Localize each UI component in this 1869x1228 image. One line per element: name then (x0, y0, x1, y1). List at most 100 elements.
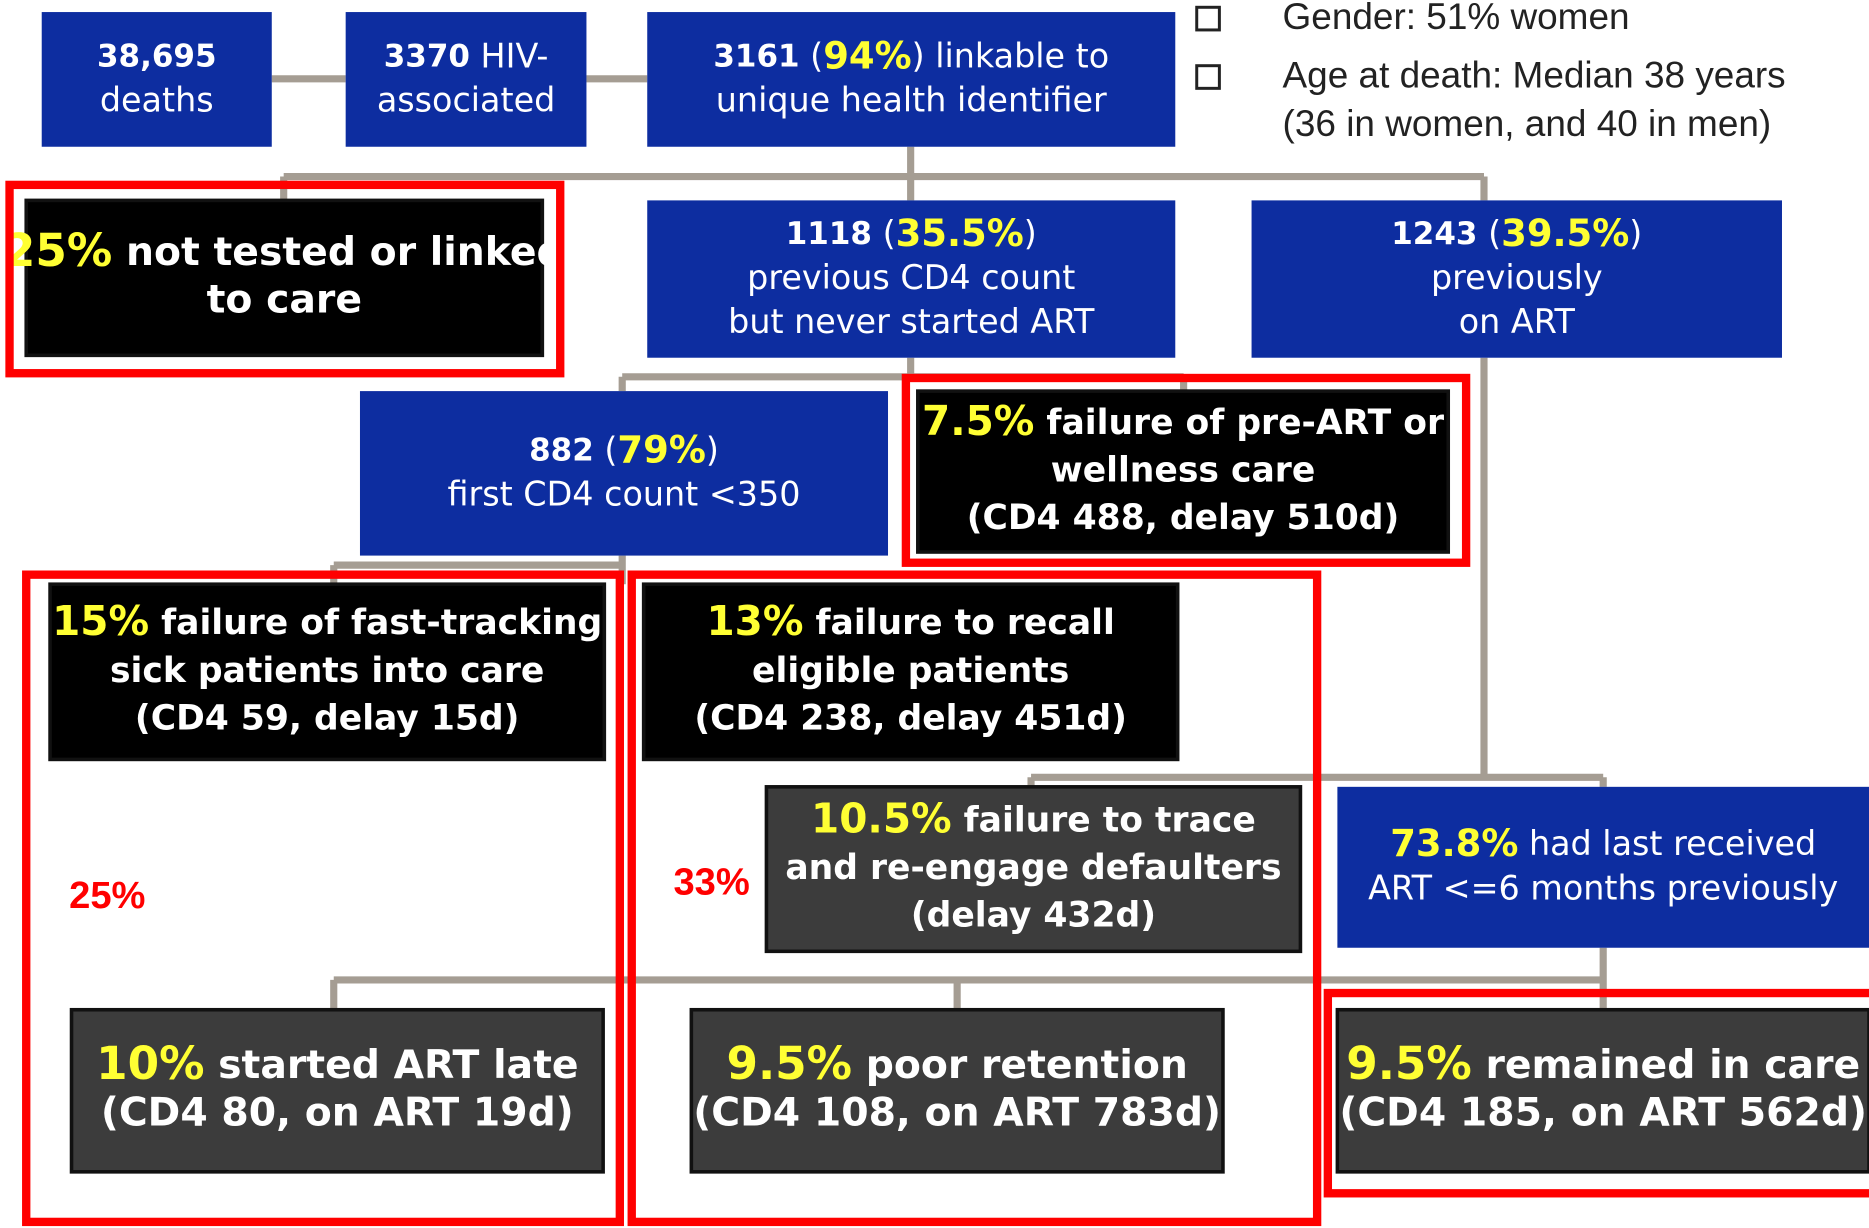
checkbox (1195, 64, 1221, 90)
text-segment: failure of pre-ART or (1034, 402, 1444, 442)
node: 10% started ART late(CD4 80, on ART 19d) (69, 1007, 605, 1174)
node-text: unique health identifier (716, 80, 1107, 119)
node-box (1337, 786, 1869, 948)
text-segment: unique health identifier (716, 80, 1107, 119)
text-segment: (CD4 238, delay 451d) (694, 698, 1127, 738)
node-box (641, 582, 1180, 762)
text-segment: sick patients into care (110, 650, 544, 690)
node-text: 10% started ART late (96, 1037, 579, 1090)
highlight-value: 79% (617, 428, 705, 471)
bullet-text: Gender: 51% women (1283, 0, 1630, 37)
text-segment: ) (1629, 213, 1642, 252)
group-label: 25% (69, 874, 145, 917)
node: 1118 (35.5%) previous CD4 count but never … (647, 200, 1176, 358)
node-text: 10.5% failure to trace (811, 794, 1256, 842)
text-segment: ) (1024, 213, 1037, 252)
text-segment: failure of fast-tracking (149, 603, 602, 643)
text-segment: associated (377, 80, 555, 119)
text-segment: had last received (1518, 824, 1816, 863)
red-frame (22, 570, 624, 1227)
highlight-value: 73.8% (1390, 822, 1518, 865)
highlight-value: 39.5% (1501, 211, 1629, 254)
highlight-value: 7.5% (922, 397, 1034, 445)
bullets: Gender: 51% women Age at death: Median 3… (1195, 0, 1786, 144)
bullet-text: Age at death: Median 38 years (1283, 54, 1786, 95)
text-segment: but never started ART (728, 302, 1095, 341)
highlight-value: 25% (4, 224, 112, 277)
node-box (1335, 1007, 1869, 1174)
highlight-value: 94% (823, 34, 911, 77)
text-segment: (CD4 108, on ART 783d) (693, 1089, 1221, 1135)
text-segment: eligible patients (752, 650, 1069, 690)
node-text: 15% failure of fast-tracking (52, 597, 602, 645)
node: 1243 (39.5%) previously on ART (1251, 200, 1782, 358)
node: 7.5% failure of pre-ART or wellness care (… (916, 389, 1451, 554)
text-segment: previous CD4 count (747, 258, 1075, 297)
node-text: 7.5% failure of pre-ART or (922, 397, 1444, 445)
node-box (48, 582, 607, 762)
red-frame (1323, 988, 1869, 1198)
text-segment: ( (1478, 213, 1502, 252)
node-text: 1118 (35.5%) (786, 211, 1037, 254)
text-segment: (CD4 488, delay 510d) (967, 498, 1400, 538)
node: 38,695 deaths (41, 12, 272, 147)
red-frame (901, 373, 1471, 567)
text-segment: ( (800, 36, 824, 75)
node-box (647, 200, 1176, 358)
node-text: (CD4 238, delay 451d) (694, 698, 1127, 738)
node-text: associated (377, 80, 555, 119)
node-box (345, 12, 587, 147)
text-segment: (delay 432d) (911, 895, 1156, 935)
text-segment: ( (872, 213, 896, 252)
text-segment: ) linkable to (912, 36, 1110, 75)
highlight-value: 9.5% (726, 1037, 852, 1090)
node-box (24, 198, 545, 358)
node: 882 (79%)first CD4 count <350 (359, 391, 889, 556)
text-segment: poor retention (852, 1041, 1188, 1087)
text-segment: started ART late (204, 1041, 578, 1087)
node-text: (delay 432d) (911, 895, 1156, 935)
text-segment: and re-engage defaulters (785, 848, 1281, 888)
node: 9.5% remained in care(CD4 185, on ART 56… (1335, 1007, 1869, 1174)
node: 3370 HIV-associated (345, 12, 587, 147)
text-segment: HIV- (470, 36, 548, 75)
node-box (359, 391, 889, 556)
node-box (69, 1007, 605, 1174)
red-frame (5, 180, 565, 378)
checkbox (1195, 5, 1221, 32)
node-box (1251, 200, 1782, 358)
text-segment: remained in care (1472, 1041, 1860, 1087)
node-text: 13% failure to recall (706, 597, 1114, 645)
node: 13% failure to recall eligible patients (C… (641, 582, 1180, 762)
node-text: (CD4 488, delay 510d) (967, 498, 1400, 538)
text-segment: 3370 (384, 38, 470, 74)
node-text: 9.5% poor retention (726, 1037, 1187, 1090)
node-text: to care (207, 276, 362, 322)
node-text: 3370 HIV- (384, 36, 549, 75)
text-segment: (CD4 59, delay 15d) (135, 698, 520, 738)
node-text: eligible patients (752, 650, 1069, 690)
text-segment: ) (706, 430, 719, 469)
highlight-value: 13% (706, 597, 803, 645)
node-text: 73.8% had last received (1390, 822, 1816, 865)
bullet-text: (36 in women, and 40 in men) (1283, 103, 1772, 144)
node-text: sick patients into care (110, 650, 544, 690)
text-segment: failure to trace (952, 800, 1256, 840)
node-box (41, 12, 272, 147)
node-box (764, 785, 1303, 954)
node: 15% failure of fast-tracking sick patient… (48, 582, 607, 762)
text-segment: wellness care (1051, 450, 1315, 490)
text-segment: 1243 (1391, 215, 1477, 251)
group-label: 33% (673, 861, 749, 904)
text-segment: ART <=6 months previously (1368, 868, 1838, 907)
node-text: ART <=6 months previously (1368, 868, 1838, 907)
text-segment: first CD4 count <350 (448, 474, 801, 513)
text-segment: 3161 (713, 38, 799, 74)
highlight-value: 15% (52, 597, 149, 645)
highlight-frames (5, 180, 1869, 1227)
red-frame (627, 570, 1322, 1227)
text-segment: 1118 (786, 215, 872, 251)
node-text: first CD4 count <350 (448, 474, 801, 513)
text-segment: to care (207, 276, 362, 322)
